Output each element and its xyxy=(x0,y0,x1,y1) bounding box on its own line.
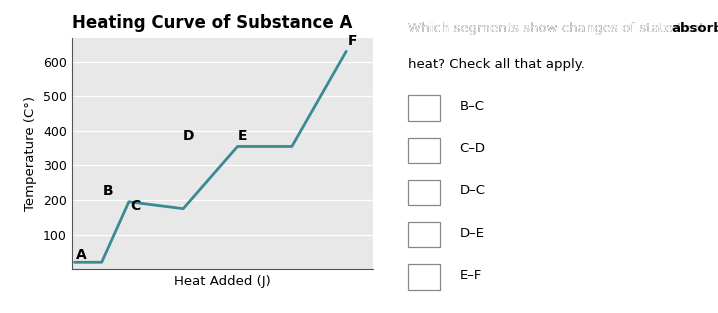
Bar xyxy=(408,264,440,290)
Text: E: E xyxy=(238,129,247,143)
Bar xyxy=(408,138,440,163)
Text: D–C: D–C xyxy=(460,184,485,198)
Bar xyxy=(408,222,440,247)
Text: heat? Check all that apply.: heat? Check all that apply. xyxy=(408,58,584,71)
Bar xyxy=(408,180,440,205)
Text: Which segments show changes of state that: Which segments show changes of state tha… xyxy=(408,22,709,35)
Text: C: C xyxy=(130,199,141,213)
Text: A: A xyxy=(76,248,87,262)
Text: C–D: C–D xyxy=(460,142,485,155)
Text: E–F: E–F xyxy=(460,269,482,282)
Text: absorb: absorb xyxy=(671,22,718,35)
Bar xyxy=(408,95,440,121)
Text: B: B xyxy=(103,184,113,198)
X-axis label: Heat Added (J): Heat Added (J) xyxy=(174,275,271,288)
Text: D–E: D–E xyxy=(460,227,485,240)
Y-axis label: Temperature (C°): Temperature (C°) xyxy=(24,96,37,211)
Text: Which segments show changes of state that  absorb: Which segments show changes of state tha… xyxy=(408,22,718,35)
Text: F: F xyxy=(348,34,357,48)
Text: B–C: B–C xyxy=(460,100,485,113)
Text: D: D xyxy=(183,129,195,143)
Text: Heating Curve of Substance A: Heating Curve of Substance A xyxy=(72,14,352,32)
